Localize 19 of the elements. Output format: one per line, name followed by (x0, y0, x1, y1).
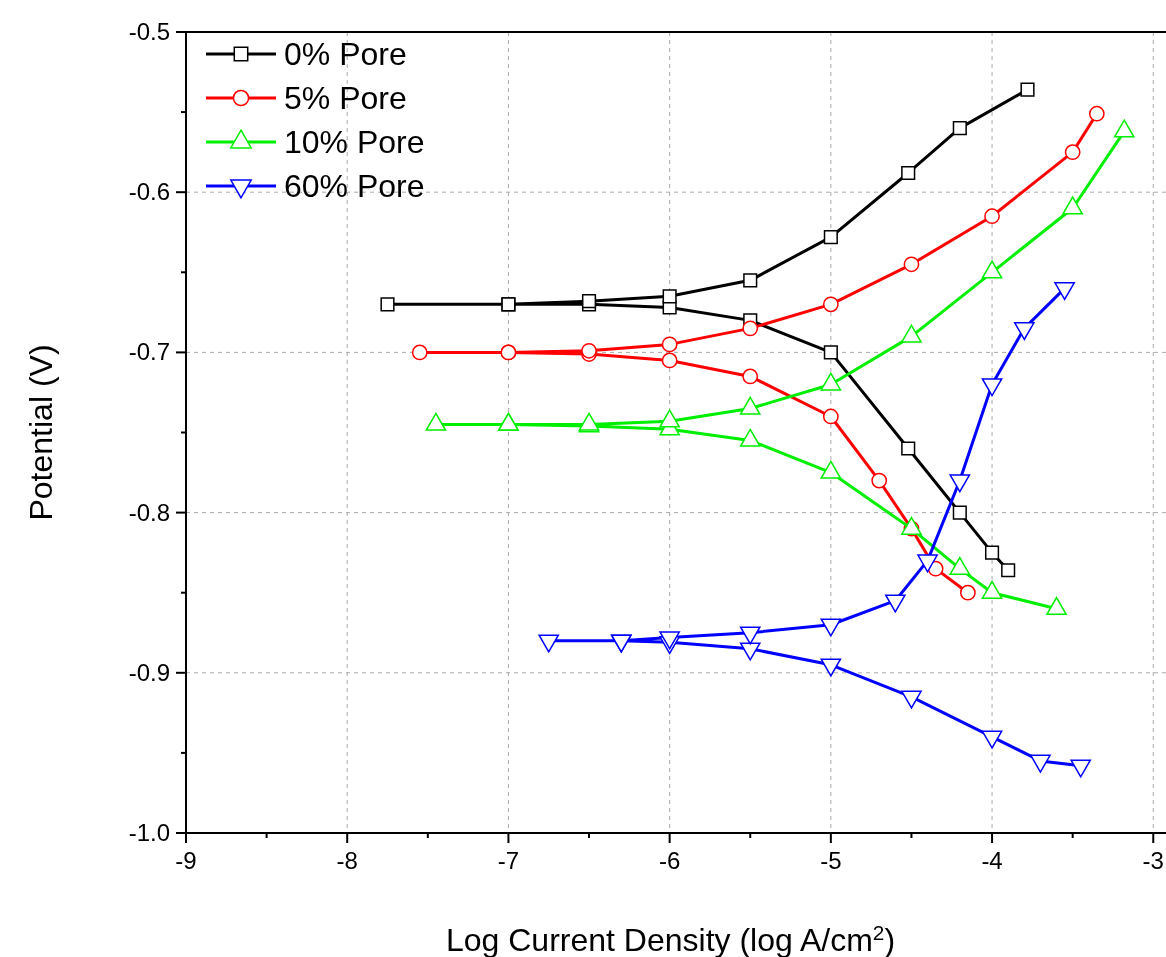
x-tick-label: -8 (336, 847, 358, 874)
x-tick-label: -9 (175, 847, 197, 874)
y-axis-title: Potential (V) (23, 344, 59, 521)
y-tick-label: -1.0 (128, 819, 170, 846)
y-tick-label: -0.7 (128, 338, 170, 366)
x-axis-title: Log Current Density (log A/cm$^{2}$) (445, 920, 896, 957)
legend-label: 5% Pore (284, 80, 407, 116)
y-tick-label: -0.8 (128, 498, 170, 526)
x-tick-label: -3 (1142, 847, 1164, 874)
x-tick-label: -4 (981, 847, 1003, 874)
x-tick-label: -5 (820, 847, 842, 874)
x-tick-label: -6 (658, 847, 681, 874)
y-tick-label: -0.9 (128, 658, 170, 686)
y-tick-label: -0.5 (128, 18, 170, 45)
y-tick-label: -0.6 (128, 178, 170, 206)
legend-label: 10% Pore (284, 124, 425, 160)
legend-label: 0% Pore (284, 36, 407, 72)
x-tick-label: -7 (497, 847, 520, 874)
legend-label: 60% Pore (284, 168, 425, 204)
